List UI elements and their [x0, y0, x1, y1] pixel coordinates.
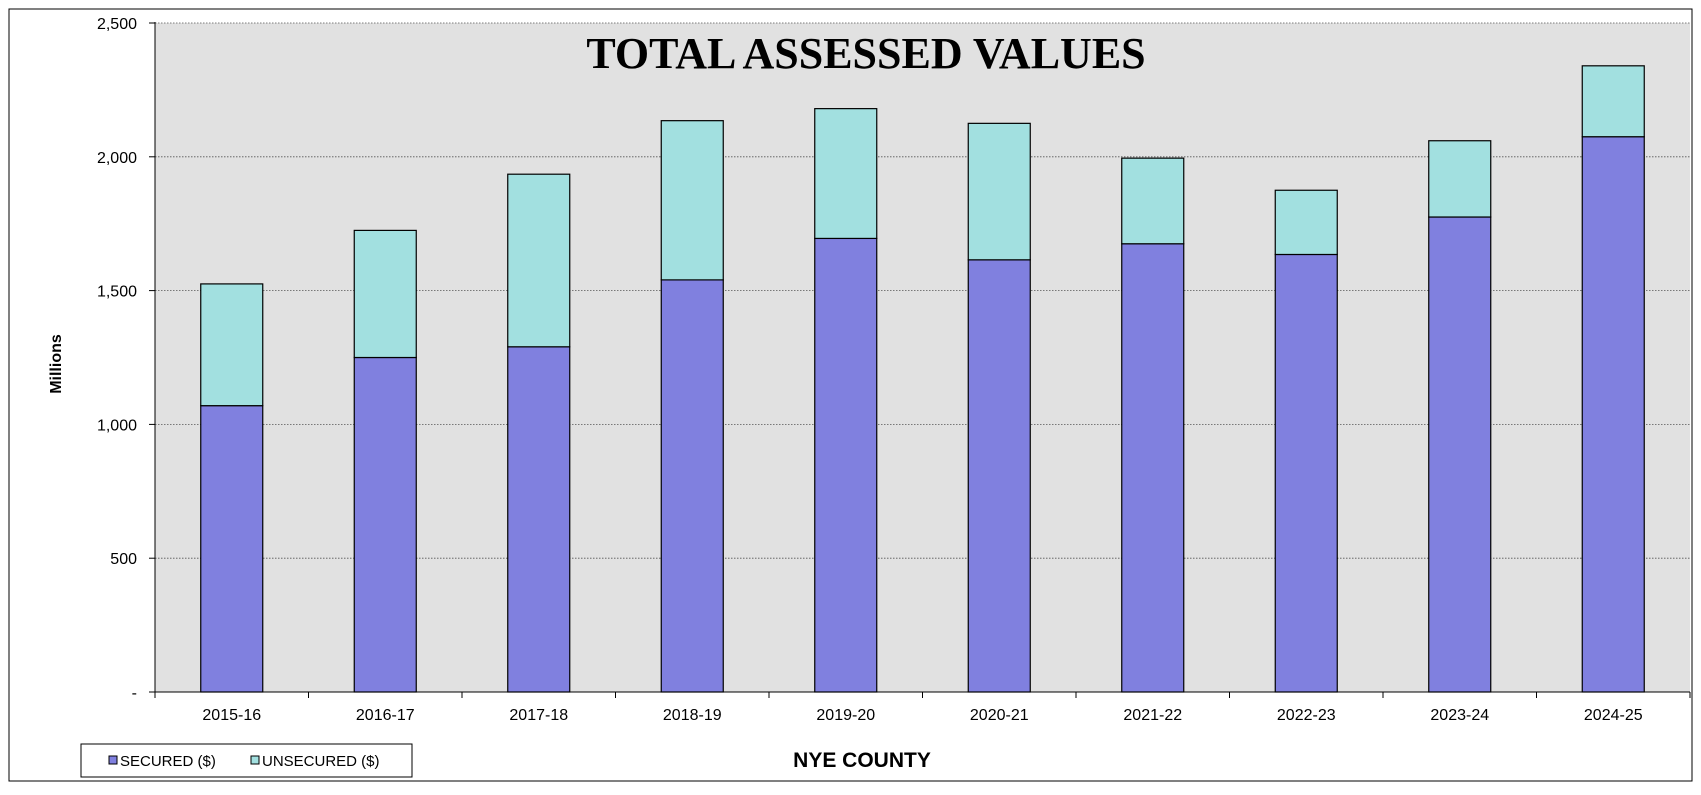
bar-secured-2022-23 — [1274, 253, 1338, 693]
bar-unsecured-2016-17 — [353, 229, 417, 359]
y-tick-label: 1,500 — [97, 284, 137, 301]
bar-unsecured-2018-19 — [660, 120, 724, 281]
legend-label-unsecured: UNSECURED ($) — [262, 753, 380, 770]
x-tick-label: 2022-23 — [1277, 707, 1336, 724]
bar-secured-2024-25 — [1581, 136, 1645, 693]
bar-secured-2015-16 — [200, 405, 264, 693]
legend-label-secured: SECURED ($) — [120, 753, 216, 770]
y-tick-label: 2,000 — [97, 150, 137, 167]
bar-secured-2020-21 — [967, 259, 1031, 693]
bar-unsecured-2015-16 — [200, 283, 264, 407]
bar-unsecured-2024-25 — [1581, 65, 1645, 138]
x-tick-label: 2024-25 — [1584, 707, 1643, 724]
x-tick-label: 2015-16 — [202, 707, 261, 724]
bar-unsecured-2023-24 — [1428, 140, 1492, 218]
chart-title: TOTAL ASSESSED VALUES — [586, 29, 1145, 78]
x-tick-label: 2020-21 — [970, 707, 1029, 724]
bar-secured-2021-22 — [1121, 243, 1185, 693]
bar-secured-2017-18 — [507, 346, 571, 693]
bar-secured-2018-19 — [660, 279, 724, 693]
y-tick-label: 2,500 — [97, 16, 137, 33]
bar-unsecured-2017-18 — [507, 173, 571, 348]
bar-unsecured-2022-23 — [1274, 189, 1338, 256]
x-tick-label: 2018-19 — [663, 707, 722, 724]
y-tick-label: - — [132, 685, 137, 702]
y-tick-label: 1,000 — [97, 417, 137, 434]
y-tick-label: 500 — [110, 551, 137, 568]
bar-unsecured-2021-22 — [1121, 157, 1185, 245]
x-tick-label: 2016-17 — [356, 707, 415, 724]
bars — [200, 65, 1645, 693]
legend-box — [80, 743, 413, 778]
axes: - 500 1,000 1,500 2,000 2,500 2015-16 2016-17 20… — [97, 16, 1691, 724]
legend-swatch-unsecured — [250, 755, 260, 765]
x-axis-label: NYE COUNTY — [793, 749, 931, 772]
legend: SECURED ($) UNSECURED ($) — [80, 743, 413, 778]
x-tick-label: 2017-18 — [509, 707, 568, 724]
x-tick-label: 2021-22 — [1123, 707, 1182, 724]
bar-secured-2019-20 — [814, 237, 878, 693]
bar-unsecured-2019-20 — [814, 108, 878, 240]
y-axis-label: Millions — [48, 334, 65, 394]
bar-unsecured-2020-21 — [967, 122, 1031, 261]
bar-secured-2023-24 — [1428, 216, 1492, 693]
x-tick-label: 2019-20 — [816, 707, 875, 724]
legend-swatch-secured — [108, 755, 118, 765]
x-tick-label: 2023-24 — [1430, 707, 1489, 724]
bar-secured-2016-17 — [353, 356, 417, 693]
